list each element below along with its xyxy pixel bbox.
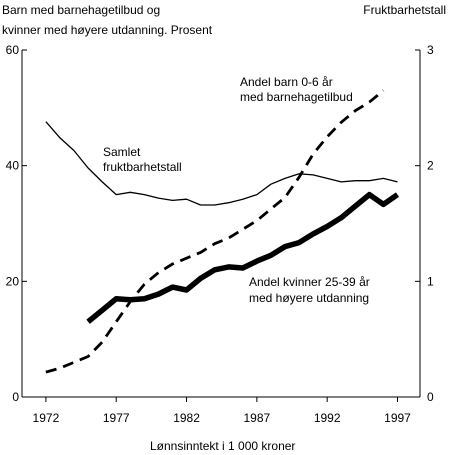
label-samlet-line-2: fruktbarhetstall xyxy=(103,160,182,174)
x-tick-label: 1977 xyxy=(103,411,130,425)
right-axis-title: Fruktbarhetstall xyxy=(363,3,446,17)
right-tick-label: 2 xyxy=(427,159,434,173)
x-tick-label: 1987 xyxy=(244,411,271,425)
left-tick-label: 60 xyxy=(6,43,20,57)
left-tick-label: 0 xyxy=(12,390,19,404)
label-samlet-line-1: Samlet xyxy=(103,145,141,159)
label-barnehage-line-2: med barnehagetilbud xyxy=(240,90,353,104)
x-tick-label: 1982 xyxy=(173,411,200,425)
right-tick-label: 3 xyxy=(427,43,434,57)
left-axis-title-line-1: Barn med barnehagetilbud og xyxy=(2,3,161,17)
right-tick-label: 0 xyxy=(427,390,434,404)
label-barnehage-line-1: Andel barn 0-6 år xyxy=(240,75,333,89)
label-utdanning-line-1: Andel kvinner 25-39 år xyxy=(249,275,370,289)
x-tick-label: 1992 xyxy=(314,411,341,425)
left-axis-title-line-2: kvinner med høyere utdanning. Prosent xyxy=(2,23,213,37)
label-utdanning-line-2: med høyere utdanning xyxy=(249,291,370,305)
x-axis-label: Lønnsinntekt i 1 000 kroner xyxy=(150,439,296,453)
kindergarten-coverage-line xyxy=(45,89,385,374)
right-tick-label: 1 xyxy=(427,274,434,288)
left-tick-label: 40 xyxy=(6,159,20,173)
fertility-rate-line xyxy=(45,121,398,206)
women-higher-education-line xyxy=(86,191,400,324)
left-tick-label: 20 xyxy=(6,274,20,288)
x-tick-label: 1997 xyxy=(384,411,411,425)
x-tick-label: 1972 xyxy=(33,411,60,425)
